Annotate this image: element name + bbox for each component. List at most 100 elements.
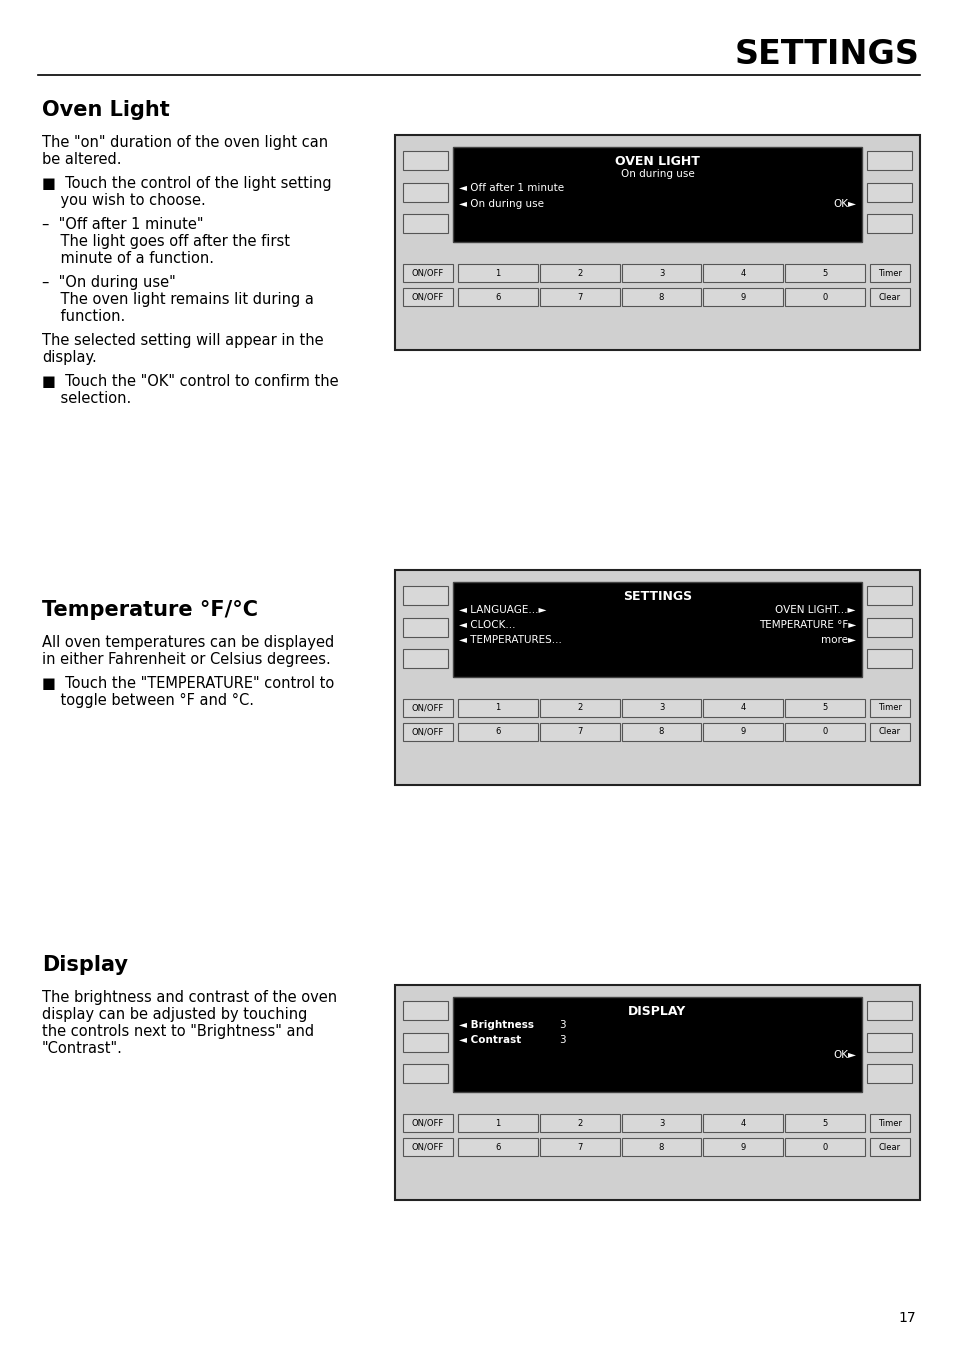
Text: 1: 1 <box>495 704 500 712</box>
Text: ◄ Brightness: ◄ Brightness <box>458 1020 534 1029</box>
Text: 7: 7 <box>577 1143 581 1151</box>
Text: The "on" duration of the oven light can: The "on" duration of the oven light can <box>42 135 328 150</box>
Bar <box>869 723 909 740</box>
Text: 5: 5 <box>821 269 827 277</box>
Text: 3: 3 <box>659 704 663 712</box>
Bar <box>402 182 448 201</box>
Bar <box>453 997 862 1092</box>
Text: 9: 9 <box>740 293 745 301</box>
Text: 3: 3 <box>558 1035 565 1046</box>
Bar <box>621 1138 700 1156</box>
Bar <box>402 263 453 282</box>
Text: 8: 8 <box>659 727 663 736</box>
Bar <box>621 698 700 717</box>
Text: TEMPERATURE °F►: TEMPERATURE °F► <box>758 620 855 630</box>
Text: 0: 0 <box>821 727 827 736</box>
Text: –  "On during use": – "On during use" <box>42 276 175 290</box>
Text: 9: 9 <box>740 1143 745 1151</box>
Text: 8: 8 <box>659 293 663 301</box>
Text: Timer: Timer <box>877 269 901 277</box>
Text: The light goes off after the first: The light goes off after the first <box>42 234 290 249</box>
Text: 2: 2 <box>577 269 581 277</box>
Bar <box>702 1115 782 1132</box>
Text: 6: 6 <box>495 727 500 736</box>
Bar <box>866 182 911 201</box>
Text: ◄ TEMPERATURES...: ◄ TEMPERATURES... <box>458 635 561 644</box>
Bar <box>539 723 618 740</box>
Bar <box>784 263 864 282</box>
Bar <box>402 723 453 740</box>
Text: 6: 6 <box>495 293 500 301</box>
Text: display can be adjusted by touching: display can be adjusted by touching <box>42 1006 307 1021</box>
Text: OK►: OK► <box>832 199 855 209</box>
Text: ■  Touch the "TEMPERATURE" control to: ■ Touch the "TEMPERATURE" control to <box>42 676 334 690</box>
Bar <box>866 586 911 605</box>
Bar <box>869 698 909 717</box>
Text: 4: 4 <box>740 704 745 712</box>
Text: 4: 4 <box>740 1119 745 1128</box>
Text: be altered.: be altered. <box>42 153 121 168</box>
Text: ON/OFF: ON/OFF <box>412 1119 444 1128</box>
Text: SETTINGS: SETTINGS <box>622 590 691 603</box>
Text: Clear: Clear <box>878 293 901 301</box>
Text: Oven Light: Oven Light <box>42 100 170 120</box>
Bar <box>784 723 864 740</box>
Text: 8: 8 <box>659 1143 663 1151</box>
Bar <box>702 723 782 740</box>
Bar <box>621 1115 700 1132</box>
Text: 7: 7 <box>577 727 581 736</box>
Bar <box>869 1138 909 1156</box>
Bar <box>702 698 782 717</box>
Bar <box>457 288 537 305</box>
Text: 2: 2 <box>577 704 581 712</box>
Text: more►: more► <box>821 635 855 644</box>
Bar <box>539 1115 618 1132</box>
Bar <box>402 586 448 605</box>
Bar <box>621 263 700 282</box>
Text: display.: display. <box>42 350 96 365</box>
Bar <box>621 288 700 305</box>
Bar <box>869 263 909 282</box>
Text: Clear: Clear <box>878 1143 901 1151</box>
Bar <box>866 1001 911 1020</box>
Bar <box>402 288 453 305</box>
Bar <box>866 151 911 170</box>
Text: 3: 3 <box>558 1020 565 1029</box>
Text: function.: function. <box>42 309 125 324</box>
Text: ◄ CLOCK...: ◄ CLOCK... <box>458 620 515 630</box>
Bar <box>702 263 782 282</box>
Bar <box>539 1138 618 1156</box>
Bar <box>402 617 448 636</box>
Bar <box>702 288 782 305</box>
Bar <box>395 135 919 350</box>
Text: 3: 3 <box>659 269 663 277</box>
Text: Temperature °F/°C: Temperature °F/°C <box>42 600 257 620</box>
Bar <box>453 582 862 677</box>
Text: ◄ Contrast: ◄ Contrast <box>458 1035 520 1046</box>
Bar <box>457 263 537 282</box>
Text: 4: 4 <box>740 269 745 277</box>
Text: 5: 5 <box>821 1119 827 1128</box>
Bar <box>402 151 448 170</box>
Bar <box>402 648 448 667</box>
Text: Timer: Timer <box>877 704 901 712</box>
Text: 7: 7 <box>577 293 581 301</box>
Bar <box>784 698 864 717</box>
Text: the controls next to "Brightness" and: the controls next to "Brightness" and <box>42 1024 314 1039</box>
Bar <box>453 147 862 242</box>
Text: –  "Off after 1 minute": – "Off after 1 minute" <box>42 218 203 232</box>
Text: you wish to choose.: you wish to choose. <box>42 193 206 208</box>
Text: ◄ LANGUAGE...►: ◄ LANGUAGE...► <box>458 605 546 615</box>
Text: The brightness and contrast of the oven: The brightness and contrast of the oven <box>42 990 336 1005</box>
Text: On during use: On during use <box>620 169 694 178</box>
Bar <box>539 288 618 305</box>
Text: ON/OFF: ON/OFF <box>412 727 444 736</box>
Text: 17: 17 <box>898 1310 915 1325</box>
Text: selection.: selection. <box>42 390 132 407</box>
Bar <box>866 617 911 636</box>
Bar <box>866 1032 911 1051</box>
Text: ON/OFF: ON/OFF <box>412 1143 444 1151</box>
Bar <box>539 263 618 282</box>
Text: ■  Touch the "OK" control to confirm the: ■ Touch the "OK" control to confirm the <box>42 374 338 389</box>
Bar <box>402 1001 448 1020</box>
